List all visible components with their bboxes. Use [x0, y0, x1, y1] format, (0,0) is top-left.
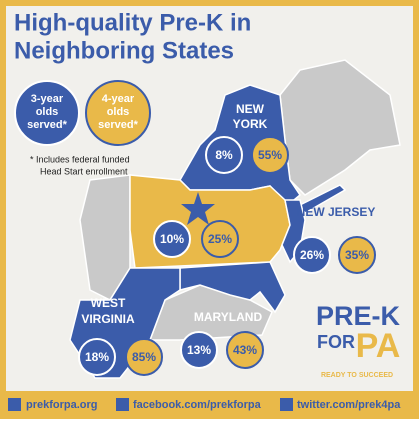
legend-label: olds [36, 106, 59, 118]
legend-label: 4-year [102, 93, 135, 105]
legend-label: olds [107, 106, 130, 118]
title-line: High-quality Pre-K in [14, 9, 251, 36]
state-name: YORK [233, 117, 268, 131]
logo-text: PA [356, 327, 401, 365]
four-year-circle [338, 236, 376, 274]
state-name: WEST [91, 296, 126, 310]
four-year-value: 35% [345, 248, 369, 262]
footer-link[interactable]: facebook.com/prekforpa [133, 399, 262, 411]
maryland [179, 261, 286, 314]
logo-text: PRE-K [316, 301, 401, 331]
three-year-circle [293, 236, 331, 274]
footer-bar [0, 391, 419, 419]
legend-circle [14, 80, 80, 146]
three-year-circle [180, 331, 218, 369]
legend-label: served* [98, 119, 138, 131]
twitter-icon [280, 398, 293, 411]
four-year-value: 55% [258, 148, 282, 162]
footer-link[interactable]: prekforpa.org [26, 399, 98, 411]
stat-circles: 8% 55% 10% 25% 26% 35% 13% 43% 18% 85% [78, 136, 376, 376]
footer-link[interactable]: twitter.com/prek4pa [297, 399, 401, 411]
web-icon [8, 398, 21, 411]
state-name: NEW [236, 102, 265, 116]
footnote: * Includes federal funded [30, 154, 130, 164]
three-year-circle [153, 220, 191, 258]
four-year-value: 25% [208, 232, 232, 246]
facebook-icon [116, 398, 129, 411]
four-year-circle [226, 331, 264, 369]
three-year-value: 8% [215, 148, 233, 162]
legend-circle [85, 80, 151, 146]
state-name: NEW JERSEY [297, 205, 376, 219]
legend-label: served* [27, 119, 67, 131]
capital-star [181, 192, 215, 225]
state-name: MARYLAND [194, 310, 263, 324]
state-name: VIRGINIA [81, 312, 135, 326]
title-line: Neighboring States [14, 37, 234, 64]
three-year-circle [205, 136, 243, 174]
three-year-value: 13% [187, 343, 211, 357]
three-year-circle [78, 338, 116, 376]
four-year-circle [125, 338, 163, 376]
three-year-value: 18% [85, 350, 109, 364]
three-year-value: 26% [300, 248, 324, 262]
footnote: Head Start enrollment [40, 166, 128, 176]
three-year-value: 10% [160, 232, 184, 246]
logo-tagline: READY TO SUCCEED [321, 372, 393, 379]
four-year-circle [201, 220, 239, 258]
legend-label: 3-year [31, 93, 64, 105]
four-year-value: 43% [233, 343, 257, 357]
four-year-circle [251, 136, 289, 174]
logo-text: FOR [317, 332, 355, 352]
four-year-value: 85% [132, 350, 156, 364]
